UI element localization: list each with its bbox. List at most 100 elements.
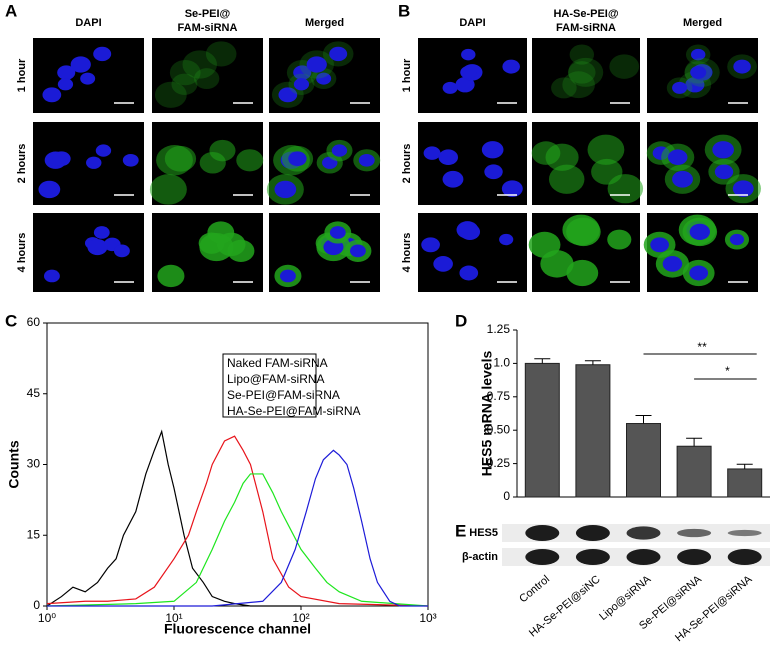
nucleus: [423, 146, 441, 160]
blot-band: [575, 525, 610, 541]
column-header: DAPI: [459, 17, 485, 29]
nucleus: [733, 59, 751, 74]
nucleus: [459, 265, 479, 281]
blot-row-label: β-actin: [462, 551, 498, 563]
nucleus: [331, 144, 348, 157]
error-bar: [686, 437, 703, 447]
panel-label: E: [455, 521, 466, 540]
nucleus: [38, 180, 61, 199]
nucleus: [501, 180, 523, 198]
nucleus: [459, 223, 481, 241]
nucleus: [442, 81, 458, 94]
column-header: Se-PEI@: [185, 8, 231, 20]
micrograph: [647, 38, 758, 113]
bar: [575, 364, 611, 498]
nucleus: [690, 65, 707, 79]
cell-signal: [227, 239, 255, 263]
column-header: Merged: [683, 17, 722, 29]
micrograph: [33, 213, 144, 292]
micrograph: [418, 122, 527, 205]
nucleus: [349, 244, 366, 258]
bar: [524, 362, 560, 498]
image-bg: [532, 38, 640, 113]
x-tick-label: 10⁰: [38, 611, 56, 625]
nucleus: [662, 256, 683, 272]
cell-signal: [551, 77, 577, 99]
micrograph: [266, 122, 381, 205]
row-label: 1 hour: [401, 58, 413, 92]
histogram-line: [47, 449, 428, 607]
nucleus: [667, 149, 688, 166]
micrograph: [149, 122, 264, 205]
legend-entry: HA-Se-PEI@FAM-siRNA: [227, 404, 361, 418]
cell-signal: [149, 174, 187, 205]
nucleus: [685, 77, 705, 93]
cell-signal: [609, 54, 640, 79]
image-bg: [152, 38, 263, 113]
blot-band: [727, 529, 762, 537]
blot-row-label: HES5: [469, 527, 498, 539]
annotation: *: [725, 364, 730, 378]
nucleus: [455, 77, 475, 93]
nucleus: [650, 237, 669, 253]
nucleus: [689, 223, 710, 241]
micrograph: [269, 213, 380, 292]
row-label: 4 hours: [16, 233, 28, 273]
annotation: **: [697, 340, 707, 354]
micrograph: [528, 213, 640, 292]
cell-signal: [540, 250, 574, 278]
panel-label: A: [5, 1, 17, 20]
nucleus: [93, 46, 112, 62]
blot-band: [677, 549, 712, 565]
nucleus: [329, 46, 348, 62]
y-tick-label: 0: [503, 489, 510, 503]
cell-signal: [171, 73, 198, 95]
cell-signal: [548, 164, 585, 194]
nucleus: [293, 65, 312, 80]
nucleus: [672, 81, 688, 94]
bar: [676, 445, 712, 498]
bar: [727, 468, 763, 498]
nucleus: [52, 151, 71, 167]
cell-signal: [236, 149, 264, 172]
nucleus: [42, 87, 62, 103]
nucleus: [502, 59, 520, 74]
nucleus: [113, 244, 130, 258]
legend-entry: Se-PEI@FAM-siRNA: [227, 388, 340, 402]
cell-signal: [568, 57, 604, 87]
y-tick-label: 0: [33, 598, 40, 612]
nucleus: [293, 78, 310, 91]
cell-signal: [157, 264, 185, 288]
micrograph: [269, 38, 380, 113]
nucleus: [288, 151, 307, 167]
blot-band: [727, 549, 762, 565]
blot-band: [525, 549, 560, 565]
nucleus: [461, 48, 476, 61]
cell-signal: [169, 59, 201, 86]
cell-signal: [562, 71, 595, 99]
error-bar: [736, 463, 753, 469]
nucleus: [460, 65, 477, 79]
micrograph: [33, 38, 144, 113]
nucleus: [712, 141, 734, 159]
nucleus: [43, 269, 60, 283]
nucleus: [438, 149, 459, 166]
cell-signal: [193, 68, 220, 90]
cell-signal: [566, 259, 599, 287]
column-header: FAM-siRNA: [178, 22, 238, 34]
column-header: DAPI: [75, 17, 101, 29]
nucleus: [86, 156, 102, 169]
y-tick-label: 0.50: [487, 422, 511, 436]
x-tick-label: 10²: [292, 611, 309, 625]
nucleus: [689, 265, 709, 281]
cell-signal: [569, 44, 595, 65]
nucleus: [95, 144, 112, 157]
legend-entry: Naked FAM-siRNA: [227, 356, 328, 370]
cell-signal: [209, 139, 236, 162]
nucleus: [274, 180, 297, 199]
row-label: 1 hour: [16, 58, 28, 92]
panel-label: D: [455, 311, 467, 330]
legend-entry: Lipo@FAM-siRNA: [227, 372, 325, 386]
y-tick-label: 0.75: [487, 389, 511, 403]
